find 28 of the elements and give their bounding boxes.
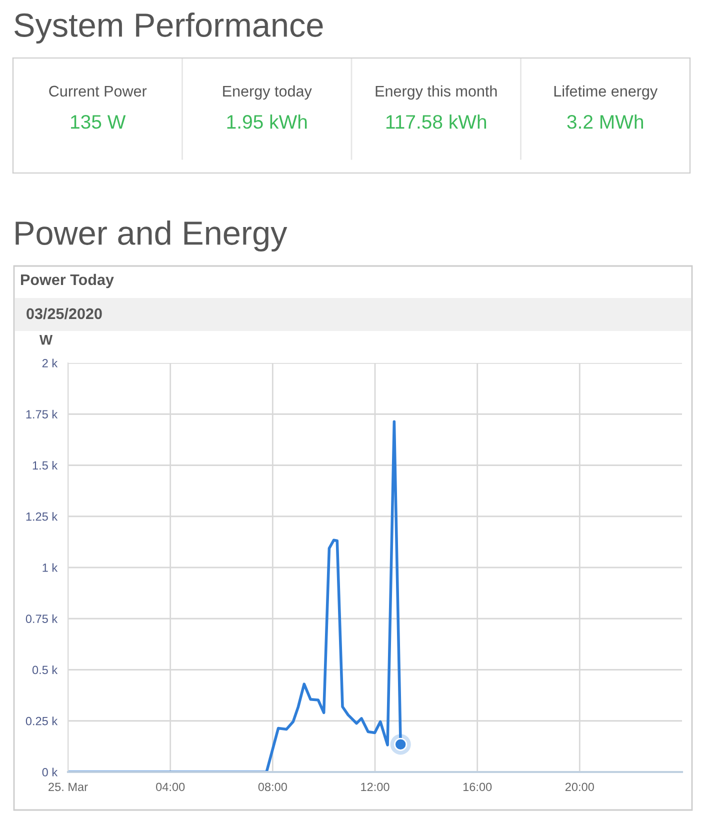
text: 135 W [71, 115, 126, 129]
x-tick-label: 08:00 [258, 782, 287, 792]
x-tick-label: 12:00 [361, 782, 390, 792]
x-tick-label: 04:00 [156, 782, 185, 792]
y-tick-label: 0.25 k [26, 716, 58, 726]
y-tick-label: 2 k [42, 358, 58, 368]
y-tick-label: 1 k [42, 563, 58, 572]
text: Energy today [223, 85, 312, 100]
y-axis-title: W [39, 335, 53, 345]
text: 1.95 kWh [227, 114, 307, 129]
x-tick-label: 16:00 [463, 782, 492, 792]
y-tick-label: 0.5 k [32, 665, 58, 674]
text: 3.2 MWh [567, 114, 644, 129]
text: Lifetime energy [554, 85, 658, 100]
x-tick-label: 25. Mar [48, 782, 88, 792]
x-tick-label: 20:00 [565, 782, 594, 792]
text: 03/25/2020 [26, 308, 102, 320]
y-tick-label: 1.25 k [26, 512, 58, 521]
chart-subtitle: Power Today [21, 274, 114, 288]
text: Current Power [49, 86, 147, 97]
text: System Performance [14, 12, 323, 44]
text: 117.58 kWh [386, 114, 486, 129]
y-tick-label: 1.75 k [26, 410, 58, 419]
y-tick-label: 1.5 k [32, 460, 58, 470]
text: Energy this month [376, 85, 497, 100]
chart-title: Power and Energy [16, 220, 288, 252]
y-tick-label: 0 k [42, 768, 58, 776]
y-tick-label: 0.75 k [26, 614, 58, 624]
